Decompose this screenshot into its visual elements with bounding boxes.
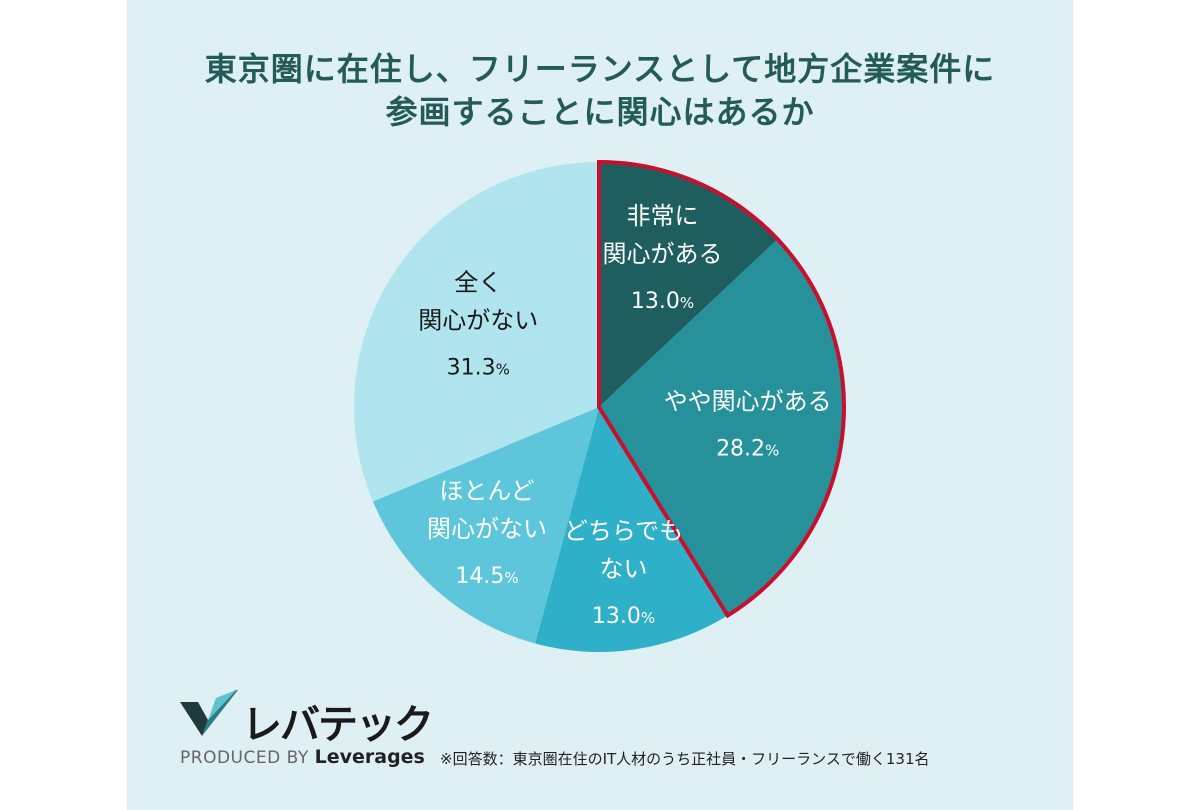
slice-label-text: 非常に bbox=[627, 202, 699, 230]
brand-name: Leverages bbox=[314, 746, 425, 768]
produced-by: PRODUCED BY Leverages bbox=[180, 746, 425, 768]
slice-label-text: 関心がある bbox=[603, 240, 723, 268]
slice-value-label: 13.0% bbox=[592, 604, 655, 629]
logo-name: レバテック bbox=[242, 702, 434, 748]
footnote: ※回答数：東京圏在住のIT人材のうち正社員・フリーランスで働く131名 bbox=[440, 750, 930, 768]
pie-slice-4 bbox=[372, 407, 599, 644]
slice-value-label: 14.5% bbox=[455, 564, 518, 589]
slice-label-text: ない bbox=[599, 555, 647, 583]
pie-slice-2 bbox=[599, 239, 844, 616]
slice-label-text: 関心がない bbox=[427, 515, 547, 543]
title-line-2: 参画することに関心はあるか bbox=[385, 93, 815, 131]
chart-title: 東京圏に在住し、フリーランスとして地方企業案件に 参画することに関心はあるか bbox=[127, 48, 1073, 134]
pie-slice-5 bbox=[354, 162, 599, 502]
produced-by-label: PRODUCED BY bbox=[180, 748, 309, 768]
highlight-outline bbox=[597, 159, 846, 619]
slice-label-text: どちらでも bbox=[564, 517, 683, 545]
slice-label-text: 全く bbox=[454, 269, 502, 297]
slice-label-text: 関心がない bbox=[418, 307, 538, 335]
slice-label-text: ほとんど bbox=[439, 477, 534, 505]
title-line-1: 東京圏に在住し、フリーランスとして地方企業案件に bbox=[204, 50, 996, 88]
pie-slice-3 bbox=[535, 407, 728, 652]
slice-value-label: 28.2% bbox=[716, 437, 779, 462]
slice-value-label: 13.0% bbox=[631, 289, 694, 314]
slice-label-text: やや関心がある bbox=[664, 388, 832, 416]
pie-slice-1 bbox=[599, 162, 778, 407]
checkmark-logo-icon bbox=[180, 690, 238, 736]
slice-label-2: やや関心がある 28.2% bbox=[664, 388, 832, 462]
slice-value-label: 31.3% bbox=[447, 356, 510, 381]
